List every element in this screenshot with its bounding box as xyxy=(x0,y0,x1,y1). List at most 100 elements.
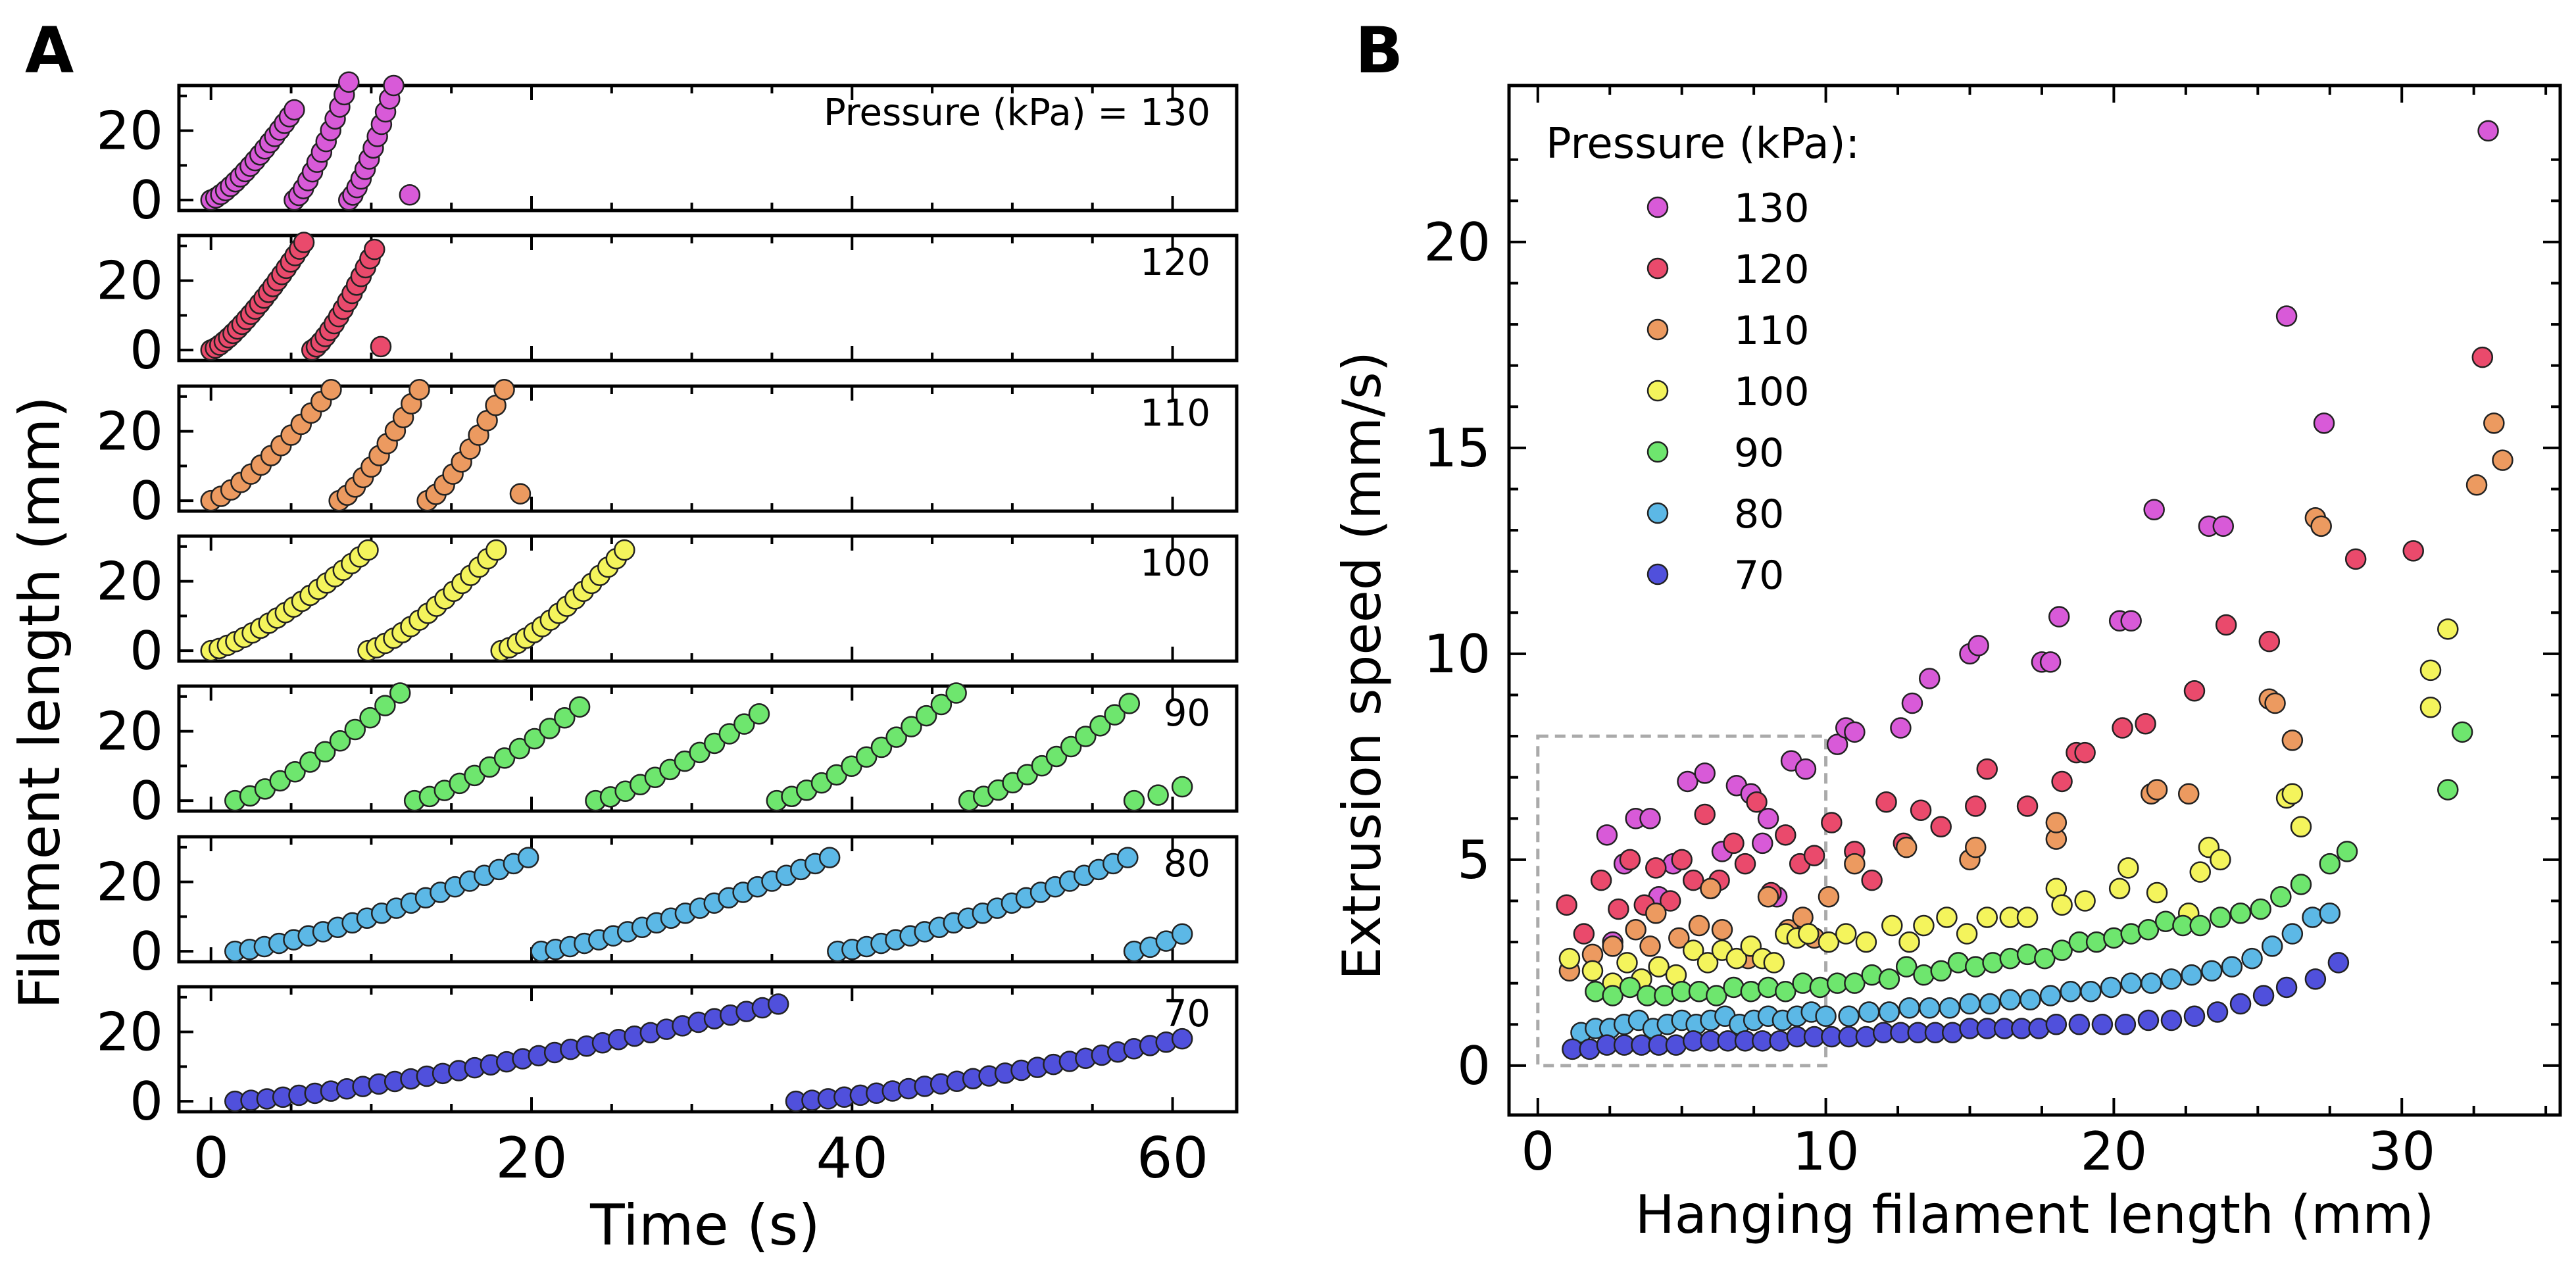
data-point xyxy=(1913,914,1935,937)
data-point xyxy=(2120,923,2142,945)
data-point xyxy=(517,847,539,868)
data-point xyxy=(2181,964,2202,986)
panel-a-y-label: Filament length (mm) xyxy=(7,396,73,1009)
y-tick-label: 15 xyxy=(1424,418,1491,479)
data-point xyxy=(357,539,379,561)
data-point xyxy=(1556,894,1577,916)
data-point xyxy=(870,736,893,758)
data-point xyxy=(1602,985,1623,1006)
data-point xyxy=(1723,832,1745,855)
data-point xyxy=(1792,972,1814,994)
data-point xyxy=(2143,499,2165,521)
data-point xyxy=(1858,1001,1880,1023)
data-point xyxy=(1147,784,1169,806)
legend-label: 100 xyxy=(1734,369,1810,415)
y-tick-label: 0 xyxy=(130,620,163,682)
data-point xyxy=(344,718,366,741)
data-point xyxy=(1898,931,1920,953)
data-point xyxy=(2313,412,2335,434)
data-point xyxy=(2189,861,2211,883)
data-point xyxy=(363,238,385,260)
data-point xyxy=(1711,919,1733,941)
data-point xyxy=(1968,635,1989,657)
data-point xyxy=(2290,816,2312,838)
data-point xyxy=(1861,964,1883,986)
data-point xyxy=(2465,474,2488,496)
data-point xyxy=(1855,1026,1877,1048)
y-tick-label: 20 xyxy=(96,401,163,462)
data-point xyxy=(1956,923,1978,945)
series-90 xyxy=(1585,721,2473,1006)
y-tick-label: 0 xyxy=(1457,1035,1491,1097)
data-point xyxy=(1818,885,1840,908)
subplot-frame xyxy=(177,534,1239,663)
data-point xyxy=(1752,832,1773,855)
subplot-80: 0 20 80 xyxy=(96,835,1239,982)
data-point xyxy=(1705,985,1727,1006)
data-point xyxy=(314,741,336,763)
data-point xyxy=(2281,783,2304,805)
data-point xyxy=(1682,939,1704,961)
data-point xyxy=(1803,845,1825,866)
data-point xyxy=(568,696,591,718)
data-point xyxy=(2189,914,2211,937)
data-point xyxy=(1700,878,1721,899)
data-point xyxy=(1757,976,1779,999)
data-point xyxy=(2402,540,2424,562)
panel-a-letter: A xyxy=(25,14,74,87)
data-point xyxy=(485,539,507,561)
data-point xyxy=(1123,789,1145,812)
data-point xyxy=(1947,952,1969,974)
data-point xyxy=(718,723,741,745)
data-point xyxy=(2039,985,2062,1006)
data-point xyxy=(2229,903,2252,924)
data-point xyxy=(1619,976,1641,999)
data-point xyxy=(1875,791,1897,813)
x-tick-label: 40 xyxy=(816,1126,888,1191)
data-point xyxy=(1976,906,1998,928)
data-point xyxy=(1976,758,1998,780)
data-point xyxy=(1861,869,1883,891)
data-point xyxy=(1757,885,1779,908)
legend-marker xyxy=(1647,318,1669,341)
data-point xyxy=(1936,906,1958,928)
data-point xyxy=(614,539,635,561)
data-point xyxy=(1835,923,1857,945)
data-point xyxy=(2327,952,2350,974)
data-point xyxy=(2177,783,2200,805)
data-point xyxy=(1677,770,1698,793)
data-point xyxy=(2045,1014,2068,1035)
y-tick-label: 20 xyxy=(96,701,163,762)
y-tick-label: 20 xyxy=(96,101,163,162)
data-point xyxy=(2154,910,2177,933)
data-point xyxy=(1901,692,1923,714)
data-point xyxy=(1930,816,1952,838)
data-point xyxy=(493,379,515,401)
data-point xyxy=(2290,874,2312,895)
data-point xyxy=(2016,795,2039,817)
data-point xyxy=(1585,980,1606,1003)
subplot-frame xyxy=(177,84,1239,212)
y-tick-label: 20 xyxy=(96,852,163,913)
data-point xyxy=(1734,853,1756,875)
legend-label: 120 xyxy=(1734,247,1810,293)
data-point xyxy=(2051,939,2073,961)
data-point xyxy=(293,232,315,253)
legend-marker xyxy=(1647,257,1669,280)
data-point xyxy=(1918,668,1941,689)
data-point xyxy=(284,99,305,121)
data-point xyxy=(2028,1018,2050,1039)
data-point xyxy=(2146,779,2168,801)
data-point xyxy=(2471,346,2494,368)
x-tick-label: 30 xyxy=(2368,1121,2435,1182)
data-point xyxy=(1999,947,2021,970)
data-point xyxy=(1060,735,1082,758)
data-point xyxy=(374,695,396,716)
legend-title: Pressure (kPa): xyxy=(1546,120,1860,168)
data-point xyxy=(2229,993,2252,1015)
data-point xyxy=(2114,1014,2137,1035)
x-tick-label: 20 xyxy=(495,1126,567,1191)
data-point xyxy=(1171,1028,1193,1050)
data-point xyxy=(1826,733,1848,755)
data-point xyxy=(1659,890,1681,912)
